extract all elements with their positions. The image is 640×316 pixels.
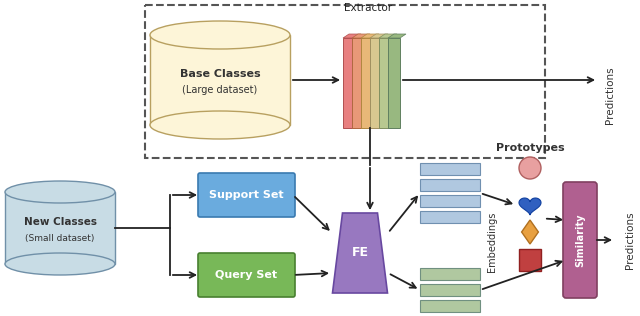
Text: Prototypes: Prototypes	[496, 143, 564, 153]
Text: (Large dataset): (Large dataset)	[182, 85, 258, 95]
Polygon shape	[370, 38, 382, 128]
FancyBboxPatch shape	[563, 182, 597, 298]
Polygon shape	[343, 34, 361, 38]
Polygon shape	[519, 198, 541, 215]
Text: Similarity: Similarity	[575, 213, 585, 267]
FancyBboxPatch shape	[420, 300, 480, 312]
Polygon shape	[379, 34, 397, 38]
Text: Feature
Extractor: Feature Extractor	[344, 0, 392, 13]
Polygon shape	[150, 35, 290, 125]
Text: New Classes: New Classes	[24, 217, 97, 227]
Ellipse shape	[5, 181, 115, 203]
FancyBboxPatch shape	[420, 284, 480, 296]
Text: Base Classes: Base Classes	[180, 69, 260, 79]
FancyBboxPatch shape	[420, 268, 480, 280]
Polygon shape	[352, 38, 364, 128]
Polygon shape	[343, 38, 355, 128]
Text: Predictions: Predictions	[625, 211, 635, 269]
Polygon shape	[379, 38, 391, 128]
FancyBboxPatch shape	[420, 211, 480, 223]
Polygon shape	[352, 34, 370, 38]
FancyBboxPatch shape	[420, 179, 480, 191]
FancyBboxPatch shape	[420, 163, 480, 175]
Polygon shape	[333, 213, 387, 293]
Polygon shape	[522, 220, 538, 244]
FancyBboxPatch shape	[519, 249, 541, 271]
Text: Query Set: Query Set	[216, 270, 278, 280]
Polygon shape	[370, 34, 388, 38]
FancyBboxPatch shape	[198, 173, 295, 217]
Polygon shape	[5, 192, 115, 264]
Polygon shape	[388, 38, 400, 128]
Ellipse shape	[150, 111, 290, 139]
Text: Embeddings: Embeddings	[487, 211, 497, 272]
Text: Predictions: Predictions	[605, 66, 615, 124]
FancyBboxPatch shape	[420, 195, 480, 207]
Text: FE: FE	[351, 246, 369, 259]
Ellipse shape	[5, 253, 115, 275]
Polygon shape	[388, 34, 406, 38]
FancyBboxPatch shape	[198, 253, 295, 297]
Text: Support Set: Support Set	[209, 190, 284, 200]
Circle shape	[519, 157, 541, 179]
Polygon shape	[361, 38, 373, 128]
Polygon shape	[361, 34, 379, 38]
Text: (Small dataset): (Small dataset)	[26, 234, 95, 242]
Ellipse shape	[150, 21, 290, 49]
